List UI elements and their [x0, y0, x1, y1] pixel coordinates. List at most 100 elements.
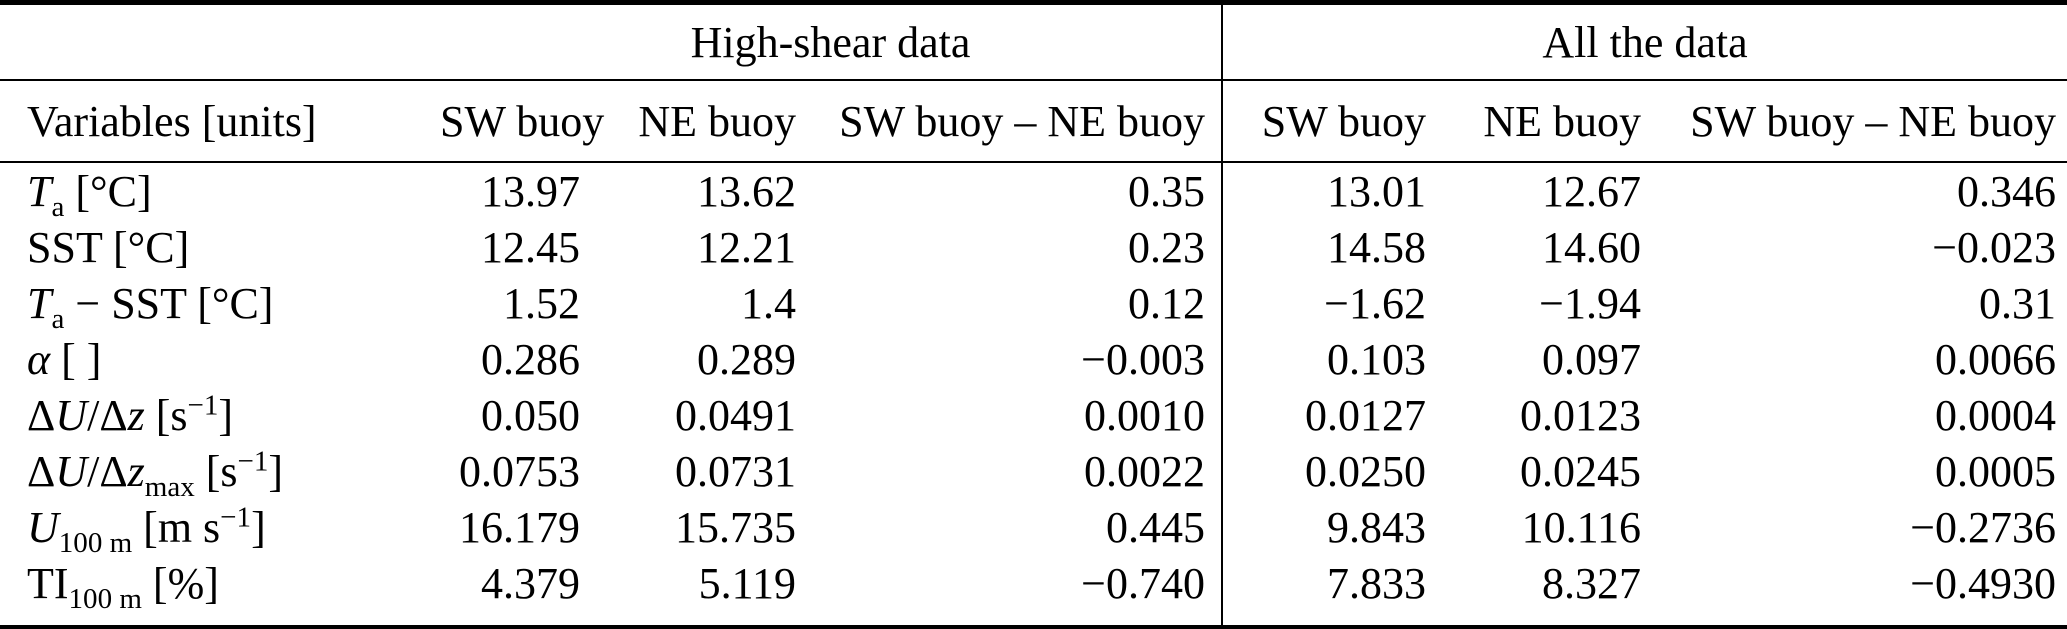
column-header-hs-diff: SW buoy – NE buoy [796, 80, 1222, 163]
group-header-row: High-shear data All the data [0, 2, 2067, 81]
all-sw-value: 0.0127 [1221, 387, 1426, 443]
all-ne-value: 14.60 [1542, 222, 1641, 272]
column-header-hs-ne-buoy: NE buoy [580, 80, 796, 163]
hs-ne-value: 5.119 [698, 558, 796, 608]
all-sw-value: 0.103 [1221, 331, 1426, 387]
all-sw-value: 9.843 [1221, 499, 1426, 555]
column-header-row: Variables [units] SW buoy NE buoy SW buo… [0, 80, 2067, 163]
label-segment: z [127, 446, 145, 496]
all-ne-value: 0.0245 [1520, 446, 1641, 496]
table-row: U100 m [m s−1] 16.179 15.735 0.445 9.843 10.1… [0, 499, 2067, 559]
all-sw-value: 14.58 [1221, 219, 1426, 275]
column-header-all-sw-buoy: SW buoy [1221, 80, 1426, 163]
variable-label: SST [°C] [0, 219, 440, 275]
label-segment: a [51, 190, 65, 223]
table-row: ΔU/Δz [s−1] 0.050 0.0491 0.0010 0.0127 0.0123… [0, 387, 2067, 443]
variable-label: ΔU/Δz [s−1] [0, 387, 440, 443]
hs-sw-value: 13.97 [481, 166, 580, 216]
group-header-all-data: All the data [1220, 2, 2067, 81]
label-segment: [°C] [64, 166, 152, 216]
hs-diff-value: −0.740 [1081, 558, 1205, 608]
hs-ne-value: 0.289 [697, 334, 796, 384]
all-sw-value: 0.0250 [1221, 443, 1426, 499]
hs-diff-value: 0.12 [1128, 278, 1205, 328]
variable-label: Ta [°C] [0, 162, 440, 223]
hs-sw-value: 4.379 [481, 558, 580, 608]
column-header-all-diff: SW buoy – NE buoy [1641, 80, 2067, 163]
label-segment: / [87, 390, 100, 440]
label-segment: α [27, 334, 51, 384]
label-segment: [m s [132, 502, 221, 552]
hs-ne-value: 15.735 [675, 502, 796, 552]
label-segment: Δ [27, 390, 56, 440]
all-sw-value: 13.01 [1221, 162, 1426, 219]
all-ne-value: 0.097 [1542, 334, 1641, 384]
label-segment: 100 m [68, 582, 142, 615]
variable-label: U100 m [m s−1] [0, 499, 440, 559]
hs-diff-value: 0.0022 [1084, 446, 1205, 496]
hs-sw-value: 0.0753 [459, 446, 580, 496]
label-segment: T [27, 166, 52, 216]
variable-label: α [ ] [0, 331, 440, 387]
table-head: High-shear data All the data Variables [… [0, 2, 2067, 163]
group-header-high-shear: High-shear data [440, 2, 1222, 81]
variable-label: ΔU/Δzmax [s−1] [0, 443, 440, 500]
table-row: ΔU/Δzmax [s−1] 0.0753 0.0731 0.0022 0.0250 0.… [0, 443, 2067, 501]
all-diff-value: −0.023 [1932, 222, 2057, 272]
all-ne-value: 8.327 [1542, 558, 1641, 608]
all-sw-value: 7.833 [1221, 555, 1426, 627]
label-segment: U [55, 390, 88, 440]
hs-sw-value: 16.179 [459, 502, 580, 552]
hs-ne-value: 0.0491 [675, 390, 796, 440]
label-segment: ] [268, 446, 284, 496]
label-segment: Δ [99, 390, 128, 440]
label-segment: −1 [220, 500, 252, 533]
hs-diff-value: 0.23 [1128, 222, 1205, 272]
label-segment: z [127, 390, 145, 440]
hs-sw-value: 0.050 [481, 390, 580, 440]
label-segment: 100 m [58, 526, 133, 559]
all-diff-value: 0.346 [1957, 166, 2057, 216]
label-segment: U [27, 502, 59, 552]
hs-sw-value: 1.52 [503, 278, 580, 328]
table-row: TI100 m [%] 4.379 5.119 −0.740 7.833 8.327 −0.… [0, 555, 2067, 627]
label-segment: [ ] [50, 334, 102, 384]
hs-sw-value: 12.45 [481, 222, 580, 272]
label-segment: [s [144, 390, 188, 440]
label-segment: −1 [187, 388, 219, 421]
column-header-all-ne-buoy: NE buoy [1426, 80, 1641, 163]
all-ne-value: 0.0123 [1520, 390, 1641, 440]
label-segment: [%] [141, 558, 219, 608]
label-segment: T [27, 278, 52, 328]
table-row: SST [°C] 12.45 12.21 0.23 14.58 14.60 −0.023 [0, 219, 2067, 275]
hs-ne-value: 1.4 [741, 278, 796, 328]
hs-ne-value: 12.21 [697, 222, 796, 272]
all-sw-value: −1.62 [1221, 275, 1426, 331]
group-header-empty [0, 2, 440, 81]
all-diff-value: 0.0004 [1935, 390, 2057, 440]
label-segment: a [51, 302, 65, 335]
label-segment: SST [°C] [27, 222, 190, 272]
label-segment: TI [27, 558, 69, 608]
hs-ne-value: 13.62 [697, 166, 796, 216]
hs-sw-value: 0.286 [481, 334, 580, 384]
all-ne-value: 12.67 [1542, 166, 1641, 216]
all-diff-value: −0.2736 [1910, 502, 2057, 552]
hs-diff-value: 0.0010 [1084, 390, 1205, 440]
column-header-hs-sw-buoy: SW buoy [440, 80, 604, 163]
table-row: Ta − SST [°C] 1.52 1.4 0.12 −1.62 −1.94 0.31 [0, 275, 2067, 335]
variable-label: Ta − SST [°C] [0, 275, 440, 335]
label-segment: − SST [°C] [64, 278, 274, 328]
all-diff-value: 0.31 [1979, 278, 2057, 328]
all-diff-value: −0.4930 [1910, 558, 2057, 608]
hs-ne-value: 0.0731 [675, 446, 796, 496]
all-diff-value: 0.0066 [1935, 334, 2057, 384]
all-ne-value: −1.94 [1539, 278, 1641, 328]
column-header-variables: Variables [units] [0, 80, 440, 163]
table-row: Ta [°C] 13.97 13.62 0.35 13.01 12.67 0.346 [0, 162, 2067, 223]
label-segment: / [87, 446, 100, 496]
table-body: Ta [°C] 13.97 13.62 0.35 13.01 12.67 0.346 SST … [0, 162, 2067, 627]
hs-diff-value: 0.445 [1106, 502, 1205, 552]
label-segment: Δ [27, 446, 56, 496]
